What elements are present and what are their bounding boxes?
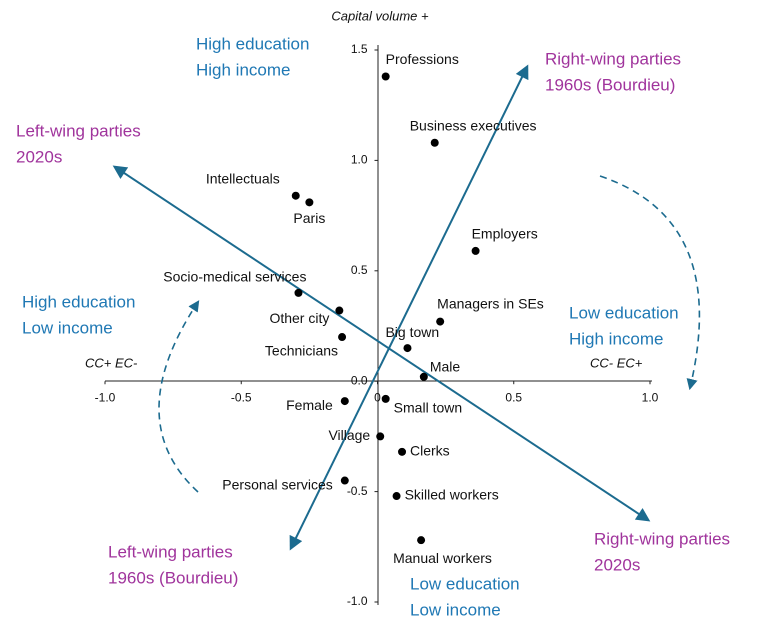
point [398, 447, 407, 456]
point-label: Technicians [265, 343, 338, 359]
annotation: High education [196, 34, 309, 53]
point [436, 317, 445, 326]
point-label: Business executives [410, 117, 537, 133]
dashed-arrow-right [599, 175, 701, 391]
annotation: Low income [410, 600, 501, 619]
y-tick-label: 0.5 [351, 263, 368, 277]
point-label: Professions [386, 51, 459, 67]
point [419, 372, 428, 381]
point [381, 72, 390, 81]
annotation: Right-wing parties [545, 49, 681, 68]
point [430, 138, 439, 147]
x-tick-label: 0.5 [505, 390, 522, 404]
dashed-arrow-left [158, 300, 200, 493]
point-label: Village [328, 427, 370, 443]
y-tick-label: 1.5 [351, 42, 368, 56]
point-label: Intellectuals [206, 170, 280, 186]
point-label: Small town [394, 400, 462, 416]
annotation: 2020s [16, 147, 62, 166]
point-label: Personal services [222, 476, 333, 492]
point [335, 306, 344, 315]
annotation: Low education [569, 303, 679, 322]
point-label: Manual workers [393, 550, 492, 566]
annotation: Low income [22, 318, 113, 337]
point-label: Clerks [410, 443, 450, 459]
annotation: 1960s (Bourdieu) [108, 568, 238, 587]
x-tick-label: 0 [374, 390, 381, 404]
point-label: Male [430, 358, 461, 374]
y-tick-label: -0.5 [347, 484, 368, 498]
x-axis-left-label: CC+ EC- [85, 355, 138, 370]
point [403, 344, 412, 353]
y-axis-label: Capital volume + [331, 8, 429, 23]
point [291, 191, 300, 200]
point-label: Skilled workers [405, 487, 499, 503]
y-tick-label: 0.0 [351, 373, 368, 387]
x-tick-label: 1.0 [642, 390, 659, 404]
annotation: High education [22, 292, 135, 311]
point-label: Paris [293, 210, 325, 226]
point [340, 397, 349, 406]
annotation: Low education [410, 574, 520, 593]
y-tick-label: 1.0 [351, 153, 368, 167]
y-tick-label: -1.0 [347, 594, 368, 608]
annotation: 2020s [594, 555, 640, 574]
point [305, 198, 314, 207]
point-label: Female [286, 397, 333, 413]
point [471, 246, 480, 255]
point-label: Managers in SEs [437, 295, 544, 311]
annotation: High income [569, 329, 664, 348]
point [381, 394, 390, 403]
annotation: Right-wing parties [594, 529, 730, 548]
point-label: Other city [269, 310, 329, 326]
point-label: Big town [385, 324, 439, 340]
annotation: Left-wing parties [16, 121, 141, 140]
annotation: 1960s (Bourdieu) [545, 75, 675, 94]
point [340, 476, 349, 485]
annotation: High income [196, 60, 291, 79]
point [376, 432, 385, 441]
point-label: Employers [472, 226, 538, 242]
point [338, 333, 347, 342]
point [294, 288, 303, 297]
arrow-2020s [112, 165, 651, 522]
point [417, 536, 426, 545]
x-axis-right-label: CC- EC+ [590, 355, 643, 370]
x-tick-label: -0.5 [231, 390, 252, 404]
x-tick-label: -1.0 [95, 390, 116, 404]
point [392, 492, 401, 501]
annotation: Left-wing parties [108, 542, 233, 561]
point-label: Socio-medical services [163, 269, 306, 285]
